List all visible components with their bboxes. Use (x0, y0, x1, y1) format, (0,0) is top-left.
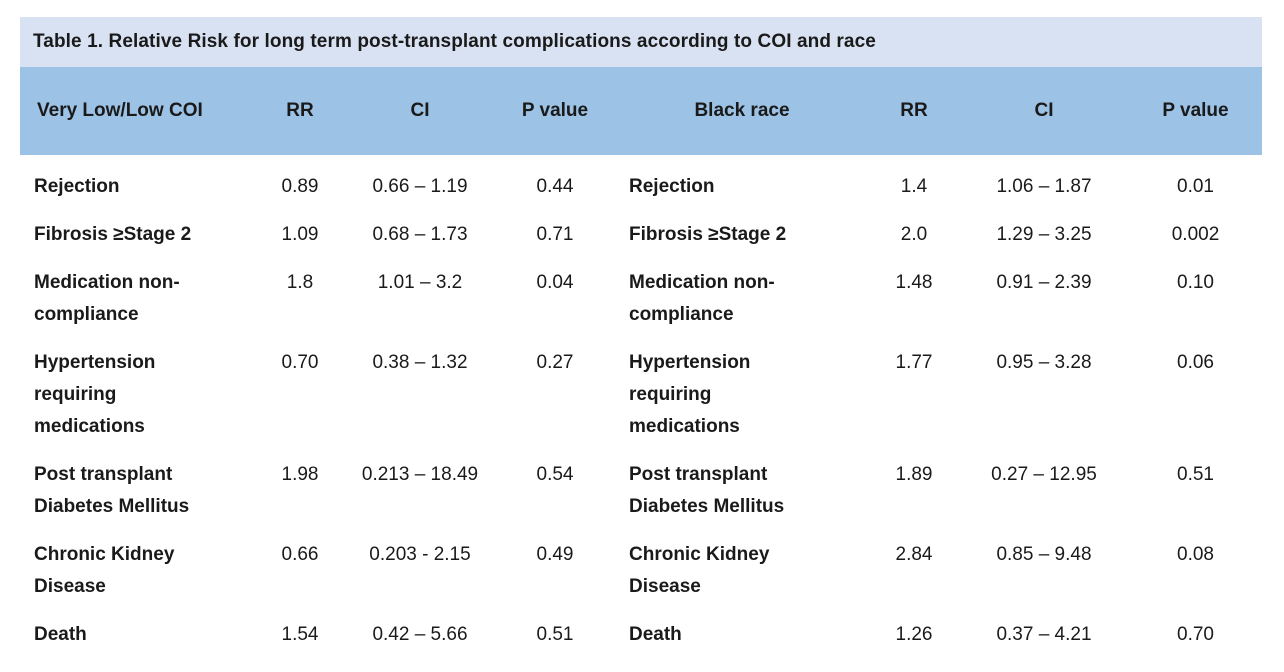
row-label: Hypertension requiring medications (34, 352, 156, 437)
ci-value: 0.203 - 2.15 (369, 544, 471, 565)
rr-value: 0.66 (281, 544, 319, 565)
row-label: Rejection (34, 176, 120, 197)
ci-value: 0.27 – 12.95 (991, 464, 1097, 485)
p-value: 0.01 (1177, 176, 1214, 197)
rr-value: 1.98 (281, 464, 319, 485)
table-row-death: Death 1.54 0.42 – 5.66 0.51 Death 1.26 0… (20, 603, 1262, 651)
p-value: 0.54 (536, 464, 574, 485)
p-value: 0.51 (1177, 464, 1214, 485)
p-value: 0.06 (1177, 352, 1214, 373)
header-right-rr: RR (869, 67, 959, 155)
table-body: Rejection 0.89 0.66 – 1.19 0.44 Rejectio… (20, 155, 1262, 651)
rr-value: 1.54 (281, 624, 319, 645)
row-label: Death (34, 624, 87, 645)
rr-value: 2.84 (895, 544, 933, 565)
ci-value: 0.37 – 4.21 (996, 624, 1092, 645)
ci-value: 1.06 – 1.87 (996, 176, 1092, 197)
ci-value: 1.29 – 3.25 (996, 224, 1092, 245)
header-left-pvalue: P value (495, 67, 615, 155)
rr-value: 1.89 (895, 464, 933, 485)
table-row-medication-noncompliance: Medication non- compliance 1.8 1.01 – 3.… (20, 251, 1262, 331)
ci-value: 0.85 – 9.48 (996, 544, 1092, 565)
ci-value: 0.42 – 5.66 (372, 624, 468, 645)
p-value: 0.71 (536, 224, 574, 245)
risk-table: Very Low/Low COI RR CI P value Black rac… (20, 67, 1262, 651)
table-row-chronic-kidney-disease: Chronic Kidney Disease 0.66 0.203 - 2.15… (20, 523, 1262, 603)
table-row-fibrosis: Fibrosis ≥Stage 2 1.09 0.68 – 1.73 0.71 … (20, 203, 1262, 251)
p-value: 0.49 (536, 544, 574, 565)
rr-value: 0.70 (281, 352, 319, 373)
ci-value: 0.66 – 1.19 (372, 176, 468, 197)
header-right-group: Black race (615, 67, 869, 155)
p-value: 0.44 (536, 176, 574, 197)
ci-value: 0.38 – 1.32 (372, 352, 468, 373)
row-label: Death (629, 624, 682, 645)
rr-value: 1.4 (900, 176, 928, 197)
row-label: Chronic Kidney Disease (34, 544, 175, 597)
rr-value: 0.89 (281, 176, 319, 197)
p-value: 0.002 (1171, 224, 1220, 245)
header-right-pvalue: P value (1129, 67, 1262, 155)
ci-value: 0.95 – 3.28 (996, 352, 1092, 373)
rr-value: 2.0 (900, 224, 928, 245)
rr-value: 1.8 (286, 272, 314, 293)
row-label: Medication non- compliance (34, 272, 180, 325)
header-left-group: Very Low/Low COI (20, 67, 255, 155)
p-value: 0.10 (1177, 272, 1214, 293)
table-header: Very Low/Low COI RR CI P value Black rac… (20, 67, 1262, 155)
ci-value: 1.01 – 3.2 (377, 272, 463, 293)
row-label: Post transplant Diabetes Mellitus (629, 464, 785, 517)
rr-value: 1.26 (895, 624, 933, 645)
row-label: Chronic Kidney Disease (629, 544, 770, 597)
rr-value: 1.77 (895, 352, 933, 373)
header-left-ci: CI (345, 67, 495, 155)
p-value: 0.51 (536, 624, 574, 645)
row-label: Rejection (629, 176, 715, 197)
rr-value: 1.48 (895, 272, 933, 293)
header-left-rr: RR (255, 67, 345, 155)
table-title-bar: Table 1. Relative Risk for long term pos… (20, 17, 1262, 67)
header-row: Very Low/Low COI RR CI P value Black rac… (20, 67, 1262, 155)
table-row-hypertension: Hypertension requiring medications 0.70 … (20, 331, 1262, 443)
header-right-ci: CI (959, 67, 1129, 155)
p-value: 0.27 (536, 352, 574, 373)
ci-value: 0.68 – 1.73 (372, 224, 468, 245)
table-row-rejection: Rejection 0.89 0.66 – 1.19 0.44 Rejectio… (20, 155, 1262, 203)
row-label: Medication non- compliance (629, 272, 775, 325)
table-row-diabetes: Post transplant Diabetes Mellitus 1.98 0… (20, 443, 1262, 523)
rr-value: 1.09 (281, 224, 319, 245)
p-value: 0.08 (1177, 544, 1214, 565)
row-label: Post transplant Diabetes Mellitus (34, 464, 190, 517)
row-label: Hypertension requiring medications (629, 352, 751, 437)
p-value: 0.04 (536, 272, 574, 293)
table-title: Table 1. Relative Risk for long term pos… (33, 31, 876, 52)
row-label: Fibrosis ≥Stage 2 (34, 224, 192, 245)
ci-value: 0.213 – 18.49 (361, 464, 479, 485)
row-label: Fibrosis ≥Stage 2 (629, 224, 787, 245)
p-value: 0.70 (1177, 624, 1214, 645)
ci-value: 0.91 – 2.39 (996, 272, 1092, 293)
